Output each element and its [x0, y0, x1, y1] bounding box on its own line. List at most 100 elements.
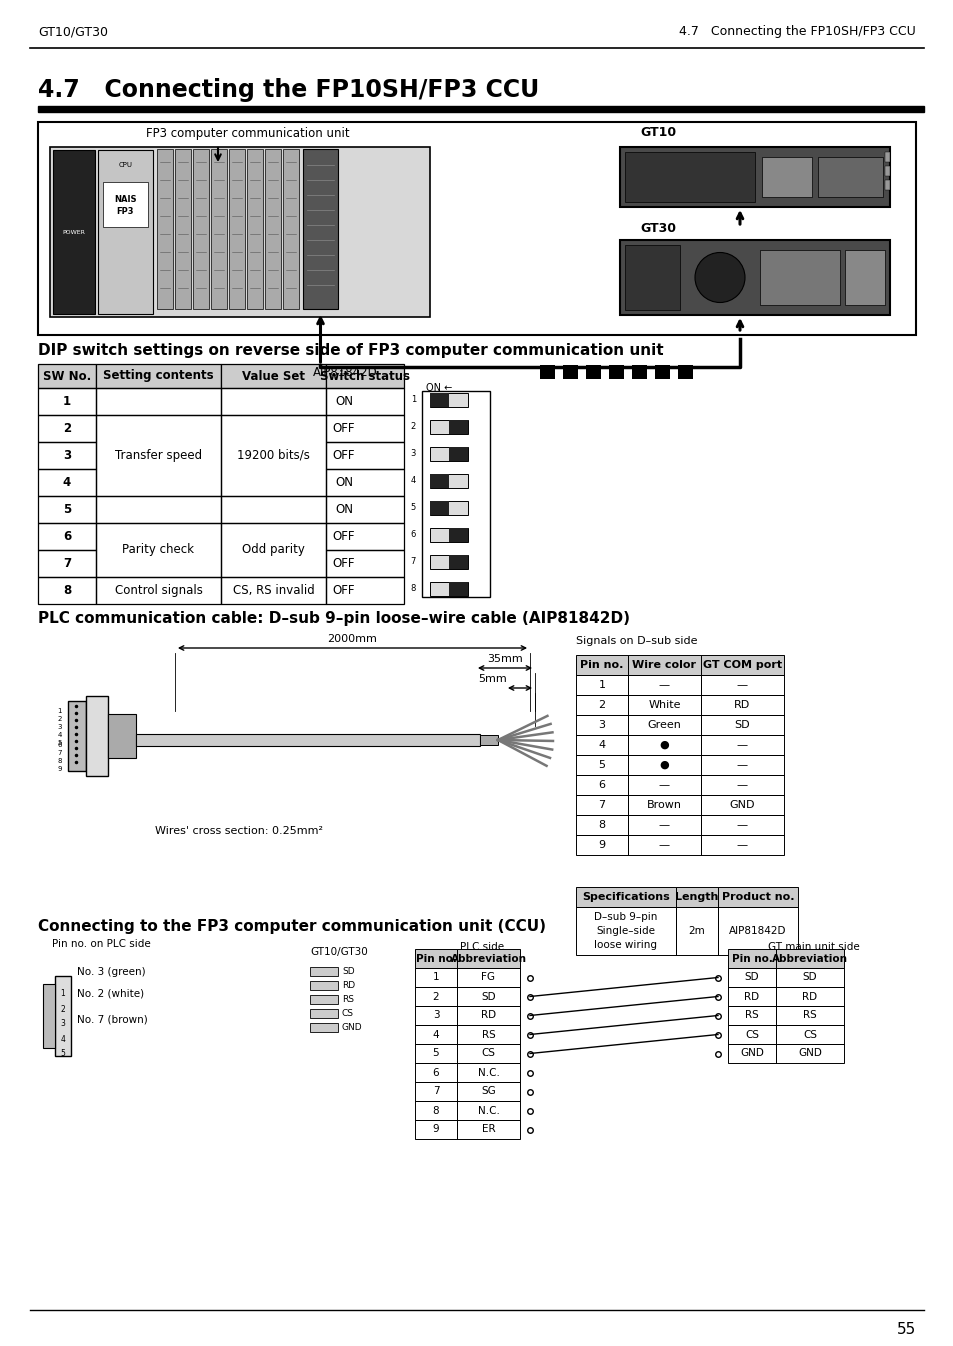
Text: 6: 6	[598, 779, 605, 790]
Bar	[678, 365, 692, 380]
Text: 1: 1	[63, 394, 71, 408]
Bar	[98, 149, 152, 314]
Text: 4: 4	[60, 1035, 66, 1043]
Bar	[283, 149, 298, 310]
Bar	[619, 240, 889, 315]
Bar	[627, 835, 700, 855]
Text: 3: 3	[433, 1011, 438, 1020]
Bar	[221, 577, 326, 604]
Bar	[415, 1063, 456, 1082]
Bar	[479, 735, 497, 744]
Bar	[627, 735, 700, 755]
Bar	[775, 987, 843, 1005]
Text: 4: 4	[411, 476, 416, 485]
Text: FP3 computer communication unit: FP3 computer communication unit	[146, 127, 350, 140]
Text: 4: 4	[63, 476, 71, 489]
Bar	[576, 775, 627, 795]
Bar	[326, 388, 403, 415]
Text: GND: GND	[729, 800, 755, 810]
Bar	[326, 551, 403, 577]
Bar	[38, 122, 915, 335]
Bar	[718, 907, 797, 956]
Bar	[415, 1005, 456, 1026]
Text: Pin no. on PLC side: Pin no. on PLC side	[52, 940, 151, 949]
Text: Abbreviation: Abbreviation	[450, 953, 526, 964]
Text: OFF: OFF	[333, 423, 355, 435]
Text: CS: CS	[341, 1008, 354, 1018]
Bar	[700, 835, 783, 855]
Text: CS: CS	[744, 1030, 759, 1039]
Bar	[676, 887, 718, 907]
Text: 4.7   Connecting the FP10SH/FP3 CCU: 4.7 Connecting the FP10SH/FP3 CCU	[38, 78, 538, 102]
Bar	[430, 447, 468, 460]
Text: 7: 7	[410, 557, 416, 567]
Bar	[430, 474, 468, 487]
Bar	[775, 1026, 843, 1044]
Text: OFF: OFF	[333, 530, 355, 542]
Text: 2: 2	[61, 1004, 66, 1014]
Text: Product no.: Product no.	[721, 892, 794, 902]
Text: 2: 2	[598, 700, 605, 709]
Text: SD: SD	[480, 992, 496, 1001]
Bar	[627, 775, 700, 795]
Bar	[456, 1005, 519, 1026]
Text: Odd parity: Odd parity	[242, 544, 305, 556]
Bar	[229, 149, 245, 310]
Text: Parity check: Parity check	[122, 544, 194, 556]
Bar	[38, 551, 96, 577]
Text: 3: 3	[57, 724, 62, 730]
Bar	[456, 1044, 519, 1063]
Bar	[430, 581, 468, 595]
Bar	[884, 152, 889, 162]
Bar	[619, 147, 889, 207]
Bar	[727, 987, 775, 1005]
Bar	[68, 701, 86, 771]
Bar	[700, 775, 783, 795]
Bar	[760, 250, 840, 306]
Text: Specifications: Specifications	[581, 892, 669, 902]
Text: SW No.: SW No.	[43, 370, 91, 382]
Text: ●: ●	[659, 760, 669, 770]
Bar	[310, 981, 337, 991]
Text: Control signals: Control signals	[114, 584, 202, 598]
Bar	[38, 495, 96, 524]
Bar	[576, 695, 627, 715]
Text: SD: SD	[744, 973, 759, 983]
Bar	[103, 182, 148, 227]
Bar	[421, 390, 490, 598]
Bar	[576, 907, 676, 956]
Bar	[727, 949, 775, 968]
Text: ON: ON	[335, 394, 353, 408]
Bar	[449, 528, 468, 541]
Bar	[627, 695, 700, 715]
Text: PLC side: PLC side	[459, 942, 503, 952]
Bar	[430, 528, 468, 541]
Bar	[576, 715, 627, 735]
Text: GT30: GT30	[639, 222, 676, 234]
Text: 9: 9	[598, 840, 605, 851]
Text: —: —	[659, 680, 669, 690]
Text: Green: Green	[647, 720, 680, 730]
Text: Length: Length	[675, 892, 718, 902]
Text: 2m: 2m	[688, 926, 704, 935]
Text: Setting contents: Setting contents	[103, 370, 213, 382]
Text: DIP switch settings on reverse side of FP3 computer communication unit: DIP switch settings on reverse side of F…	[38, 342, 663, 358]
Text: 3: 3	[410, 450, 416, 458]
Text: NAIS: NAIS	[114, 195, 136, 203]
Text: No. 3 (green): No. 3 (green)	[77, 966, 146, 977]
Bar	[449, 581, 468, 595]
Bar	[727, 1005, 775, 1026]
Bar	[700, 814, 783, 835]
Text: PLC communication cable: D–sub 9–pin loose–wire cable (AIP81842D): PLC communication cable: D–sub 9–pin loo…	[38, 611, 629, 626]
Text: 8: 8	[598, 820, 605, 830]
Text: GT10/GT30: GT10/GT30	[310, 948, 367, 957]
Text: Wire color: Wire color	[632, 660, 696, 670]
Bar	[700, 755, 783, 775]
Text: Value Set: Value Set	[242, 370, 305, 382]
Text: 7: 7	[433, 1086, 438, 1097]
Bar	[430, 393, 449, 406]
Text: GT COM port: GT COM port	[702, 660, 781, 670]
Text: 2: 2	[57, 716, 62, 721]
Text: 19200 bits/s: 19200 bits/s	[236, 450, 310, 462]
Bar	[700, 715, 783, 735]
